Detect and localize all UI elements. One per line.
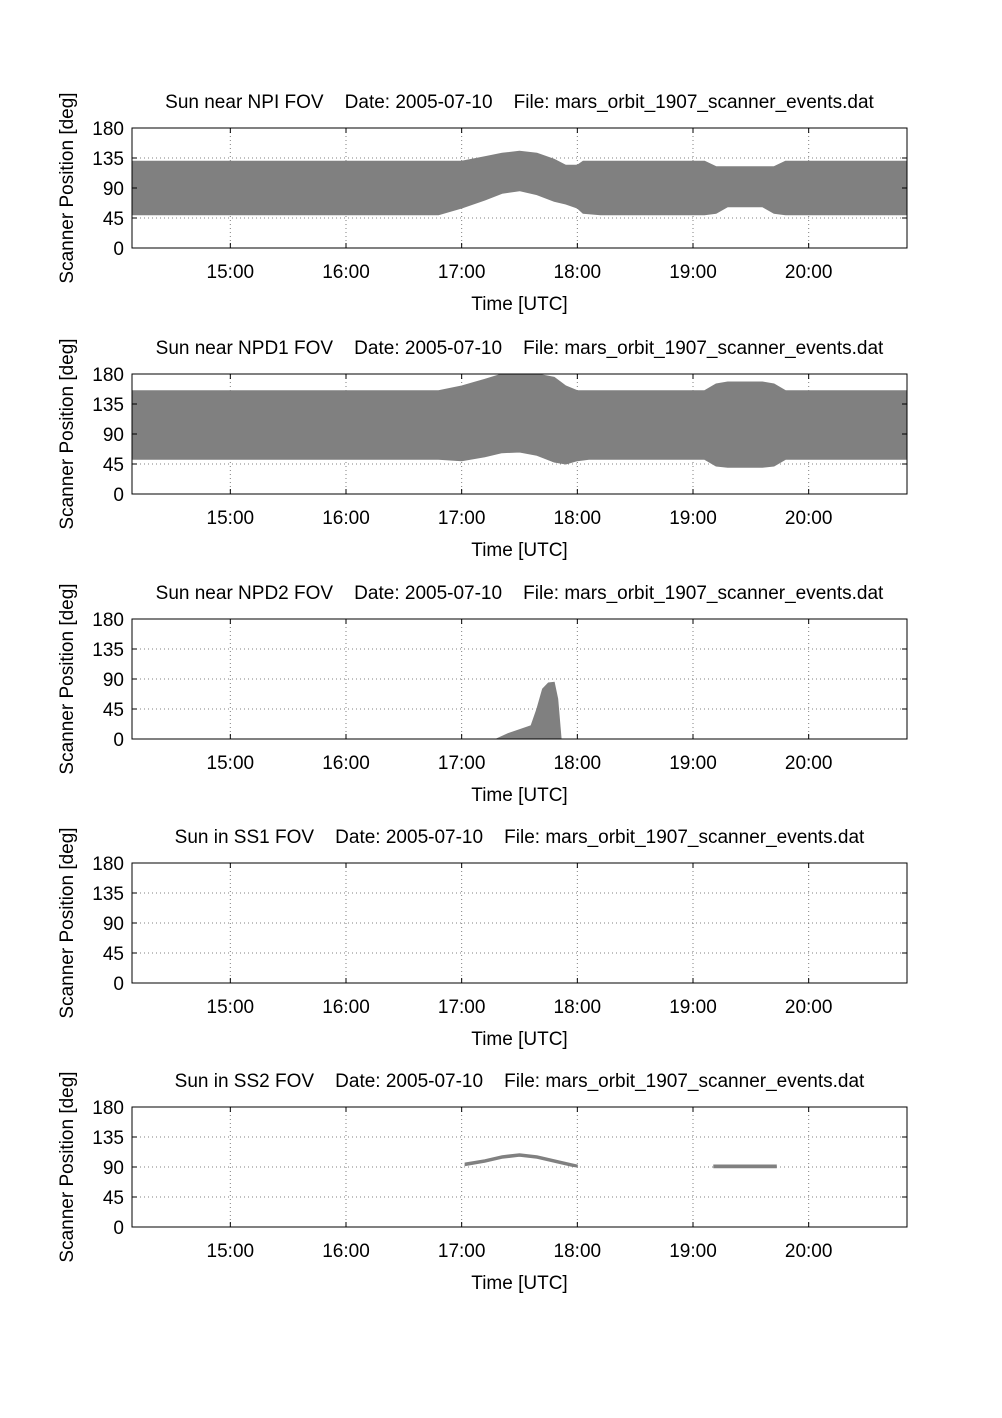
subplot-2: Sun near NPD1 FOV Date: 2005-07-10 File:… — [57, 338, 908, 561]
x-tick-label: 20:00 — [785, 997, 833, 1018]
y-tick-label: 135 — [92, 1128, 124, 1149]
subplot-3: Sun near NPD2 FOV Date: 2005-07-10 File:… — [57, 583, 908, 806]
y-tick-label: 135 — [92, 149, 124, 170]
x-axis-label: Time [UTC] — [471, 294, 567, 315]
y-axis-label: Scanner Position [deg] — [57, 827, 78, 1018]
x-tick-label: 16:00 — [322, 508, 370, 529]
x-tick-label: 16:00 — [322, 997, 370, 1018]
data-band-2 — [713, 1164, 777, 1169]
x-tick-label: 19:00 — [669, 997, 717, 1018]
subplot-title: Sun near NPI FOV Date: 2005-07-10 File: … — [165, 92, 874, 113]
y-tick-label: 90 — [103, 425, 124, 446]
x-tick-label: 17:00 — [438, 508, 486, 529]
data-band-1 — [464, 1153, 578, 1168]
y-tick-label: 0 — [113, 1218, 124, 1239]
y-tick-label: 45 — [103, 1188, 124, 1209]
data-band-1 — [496, 681, 562, 740]
y-tick-label: 135 — [92, 884, 124, 905]
y-tick-label: 0 — [113, 485, 124, 506]
y-tick-label: 0 — [113, 974, 124, 995]
y-tick-label: 180 — [92, 854, 124, 875]
x-tick-label: 17:00 — [438, 1241, 486, 1262]
y-tick-label: 90 — [103, 914, 124, 935]
x-tick-label: 17:00 — [438, 753, 486, 774]
y-tick-label: 135 — [92, 395, 124, 416]
y-tick-label: 0 — [113, 239, 124, 260]
y-axis-label: Scanner Position [deg] — [57, 92, 78, 283]
y-tick-label: 45 — [103, 455, 124, 476]
y-tick-label: 0 — [113, 730, 124, 751]
y-tick-label: 90 — [103, 179, 124, 200]
x-tick-label: 16:00 — [322, 262, 370, 283]
x-tick-label: 19:00 — [669, 508, 717, 529]
subplot-5: Sun in SS2 FOV Date: 2005-07-10 File: ma… — [57, 1071, 908, 1294]
x-tick-label: 17:00 — [438, 262, 486, 283]
x-tick-label: 19:00 — [669, 753, 717, 774]
y-tick-label: 90 — [103, 1158, 124, 1179]
subplot-title: Sun near NPD2 FOV Date: 2005-07-10 File:… — [156, 583, 884, 604]
x-tick-label: 19:00 — [669, 1241, 717, 1262]
x-tick-label: 15:00 — [207, 997, 255, 1018]
y-tick-label: 180 — [92, 1098, 124, 1119]
x-tick-label: 17:00 — [438, 997, 486, 1018]
x-tick-label: 20:00 — [785, 508, 833, 529]
y-tick-label: 180 — [92, 610, 124, 631]
x-tick-label: 18:00 — [554, 753, 602, 774]
x-tick-label: 18:00 — [554, 1241, 602, 1262]
x-tick-label: 15:00 — [207, 508, 255, 529]
data-band-1 — [131, 373, 908, 468]
y-tick-label: 45 — [103, 944, 124, 965]
x-axis-label: Time [UTC] — [471, 1029, 567, 1050]
data-band-1 — [131, 150, 908, 216]
x-tick-label: 20:00 — [785, 753, 833, 774]
y-axis-label: Scanner Position [deg] — [57, 583, 78, 774]
x-tick-label: 18:00 — [554, 508, 602, 529]
y-tick-label: 180 — [92, 119, 124, 140]
x-tick-label: 16:00 — [322, 753, 370, 774]
x-axis-label: Time [UTC] — [471, 540, 567, 561]
subplot-title: Sun in SS1 FOV Date: 2005-07-10 File: ma… — [175, 827, 865, 848]
x-tick-label: 16:00 — [322, 1241, 370, 1262]
y-axis-label: Scanner Position [deg] — [57, 1071, 78, 1262]
y-tick-label: 45 — [103, 700, 124, 721]
y-tick-label: 90 — [103, 670, 124, 691]
y-tick-label: 135 — [92, 640, 124, 661]
x-tick-label: 18:00 — [554, 997, 602, 1018]
x-tick-label: 20:00 — [785, 1241, 833, 1262]
subplot-4: Sun in SS1 FOV Date: 2005-07-10 File: ma… — [57, 827, 908, 1050]
x-axis-label: Time [UTC] — [471, 785, 567, 806]
x-tick-label: 15:00 — [207, 1241, 255, 1262]
x-tick-label: 15:00 — [207, 753, 255, 774]
subplot-title: Sun in SS2 FOV Date: 2005-07-10 File: ma… — [175, 1071, 865, 1092]
y-tick-label: 180 — [92, 365, 124, 386]
x-tick-label: 20:00 — [785, 262, 833, 283]
subplot-title: Sun near NPD1 FOV Date: 2005-07-10 File:… — [156, 338, 884, 359]
x-axis-label: Time [UTC] — [471, 1273, 567, 1294]
x-tick-label: 18:00 — [554, 262, 602, 283]
x-tick-label: 19:00 — [669, 262, 717, 283]
y-tick-label: 45 — [103, 209, 124, 230]
y-axis-label: Scanner Position [deg] — [57, 338, 78, 529]
x-tick-label: 15:00 — [207, 262, 255, 283]
subplot-1: Sun near NPI FOV Date: 2005-07-10 File: … — [57, 92, 908, 315]
